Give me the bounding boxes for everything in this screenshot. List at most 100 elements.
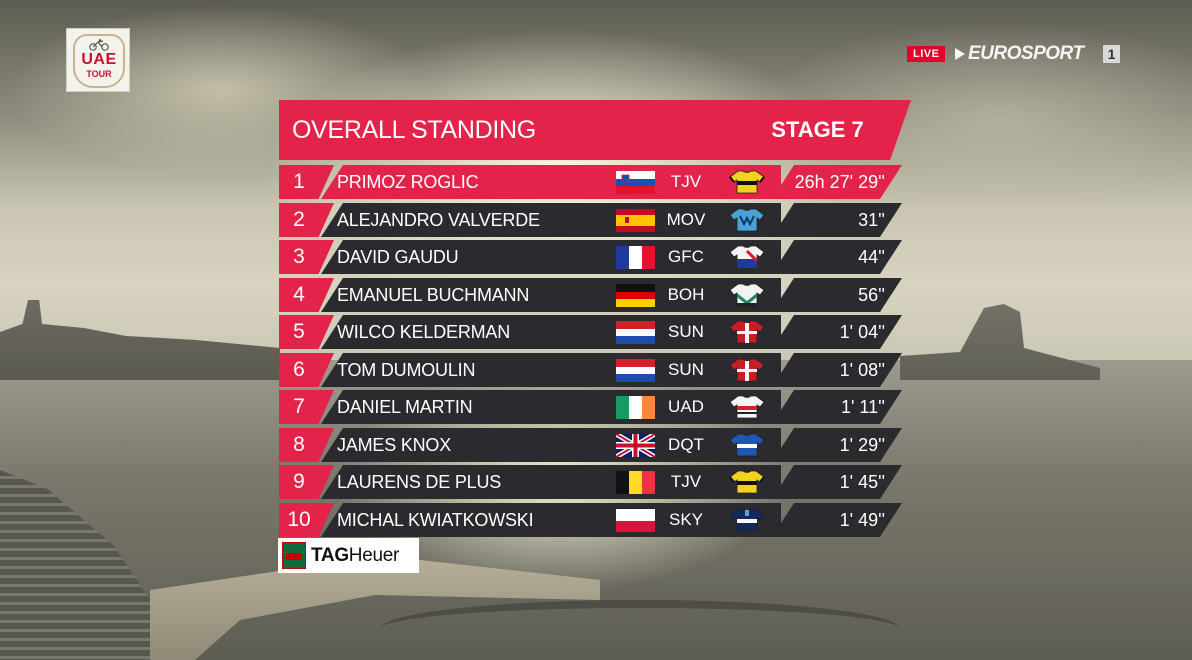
time-cell xyxy=(772,315,902,349)
sponsor-name: TAGHeuer xyxy=(311,538,399,573)
standings-header-bar xyxy=(279,100,742,160)
standing-row: 4 EMANUEL BUCHMANN BOH 56'' xyxy=(279,278,909,312)
logo-frame xyxy=(73,34,125,88)
team-code: DQT xyxy=(668,435,704,454)
netherlands-flag xyxy=(616,359,655,382)
rider-position: 5 xyxy=(293,320,305,343)
team-code: TJV xyxy=(670,172,702,191)
rider-position: 7 xyxy=(293,395,305,418)
standings-title: OVERALL STANDING xyxy=(292,116,536,144)
netherlands-flag xyxy=(616,321,655,344)
rider-position: 4 xyxy=(293,283,305,306)
rider-position: 8 xyxy=(293,433,305,456)
logo-text-uae: UAE xyxy=(81,51,117,68)
uae-tour-logo: UAE TOUR xyxy=(66,28,130,92)
time-cell xyxy=(772,203,902,237)
white-blue-red-jersey-icon xyxy=(729,245,765,269)
time-cell xyxy=(772,503,902,537)
rider-time: 44'' xyxy=(858,247,885,267)
standing-row: 8 JAMES KNOX DQT 1' 29'' xyxy=(279,428,909,462)
rider-name: DAVID GAUDU xyxy=(337,247,459,267)
rider-position: 6 xyxy=(293,358,305,381)
rider-name: LAURENS DE PLUS xyxy=(337,472,502,492)
live-badge: LIVE xyxy=(907,46,946,62)
rider-name: TOM DUMOULIN xyxy=(337,360,476,380)
time-cell xyxy=(772,353,902,387)
rider-name: PRIMOZ ROGLIC xyxy=(337,172,479,192)
blue-white-jersey-icon xyxy=(729,433,765,457)
team-code: MOV xyxy=(666,210,706,229)
germany-flag xyxy=(616,284,655,307)
rider-position: 2 xyxy=(293,208,305,231)
rider-info-cell xyxy=(321,503,781,537)
time-cell xyxy=(772,390,902,424)
uk-flag xyxy=(616,434,655,457)
rider-name: MICHAL KWIATKOWSKI xyxy=(337,510,534,530)
eurosport-chevron-icon xyxy=(955,47,965,60)
ireland-flag xyxy=(616,396,655,419)
channel-number: 1 xyxy=(1103,45,1120,63)
stage-label: STAGE 7 xyxy=(771,117,864,142)
rider-name: WILCO KELDERMAN xyxy=(337,322,511,342)
standing-row: 5 WILCO KELDERMAN SUN 1' 04'' xyxy=(279,315,909,349)
time-cell xyxy=(772,465,902,499)
team-code: BOH xyxy=(667,285,705,304)
rider-info-cell xyxy=(321,165,781,199)
slovenia-flag xyxy=(616,171,655,194)
rider-position: 9 xyxy=(293,470,305,493)
standing-row: 7 DANIEL MARTIN UAD 1' 11'' xyxy=(279,390,909,424)
white-green-jersey-icon xyxy=(729,283,765,307)
red-white-jersey-icon xyxy=(729,358,765,382)
stage-header-bar xyxy=(721,100,911,160)
rider-position: 10 xyxy=(287,508,311,531)
rider-info-cell xyxy=(321,353,781,387)
rider-name: JAMES KNOX xyxy=(337,435,452,455)
standing-row: 9 LAURENS DE PLUS TJV 1' 45'' xyxy=(279,465,909,499)
team-code: SUN xyxy=(668,322,704,341)
channel-logo: EUROSPORT xyxy=(955,43,1084,65)
team-code: GFC xyxy=(668,247,704,266)
belgium-flag xyxy=(616,471,655,494)
rider-time: 31'' xyxy=(858,210,885,230)
rider-info-cell xyxy=(321,203,781,237)
rider-position: 3 xyxy=(293,245,305,268)
cyclist-icon xyxy=(89,39,109,51)
standing-row: 2 ALEJANDRO VALVERDE MOV 31'' xyxy=(279,203,909,237)
spain-flag xyxy=(616,209,655,232)
rider-info-cell xyxy=(321,278,781,312)
logo-text-tour: TOUR xyxy=(86,69,112,79)
rider-time: 56'' xyxy=(858,285,885,305)
sponsor-logo: TAGHeuer xyxy=(278,538,419,573)
rider-time: 1' 29'' xyxy=(839,435,885,455)
france-flag xyxy=(616,246,655,269)
standing-row: 6 TOM DUMOULIN SUN 1' 08'' xyxy=(279,353,909,387)
time-cell xyxy=(772,278,902,312)
rider-position: 1 xyxy=(293,170,305,193)
rider-info-cell xyxy=(321,240,781,274)
rider-time: 1' 11'' xyxy=(840,397,885,417)
poland-flag xyxy=(616,509,655,532)
rider-info-cell xyxy=(321,465,781,499)
rider-name: ALEJANDRO VALVERDE xyxy=(337,210,540,230)
team-code: SUN xyxy=(668,360,704,379)
rider-time: 1' 04'' xyxy=(839,322,885,342)
sponsor-name-bold: TAG xyxy=(311,545,349,566)
rider-time: 1' 49'' xyxy=(839,510,885,530)
blue-movistar-jersey-icon xyxy=(729,208,765,232)
rider-time: 1' 08'' xyxy=(839,360,885,380)
yellow-black-jersey-icon xyxy=(729,470,765,494)
standing-row: 3 DAVID GAUDU GFC 44'' xyxy=(279,240,909,274)
yellow-black-jersey-icon xyxy=(729,170,765,194)
time-cell xyxy=(772,165,902,199)
time-cell xyxy=(772,428,902,462)
jetty xyxy=(380,600,900,658)
rider-time: 26h 27' 29'' xyxy=(794,172,885,192)
rider-time: 1' 45'' xyxy=(839,472,885,492)
channel-name: EUROSPORT xyxy=(968,43,1084,64)
rider-name: DANIEL MARTIN xyxy=(337,397,473,417)
sponsor-name-regular: Heuer xyxy=(348,545,400,566)
time-cell xyxy=(772,240,902,274)
team-code: TJV xyxy=(670,472,702,491)
rider-name: EMANUEL BUCHMANN xyxy=(337,285,530,305)
rider-info-cell xyxy=(321,390,781,424)
